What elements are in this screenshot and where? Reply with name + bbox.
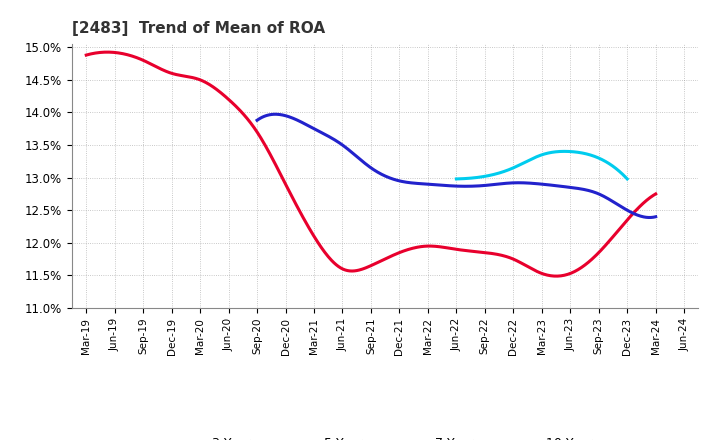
Legend: 3 Years, 5 Years, 7 Years, 10 Years: 3 Years, 5 Years, 7 Years, 10 Years bbox=[166, 432, 604, 440]
Text: [2483]  Trend of Mean of ROA: [2483] Trend of Mean of ROA bbox=[72, 21, 325, 36]
